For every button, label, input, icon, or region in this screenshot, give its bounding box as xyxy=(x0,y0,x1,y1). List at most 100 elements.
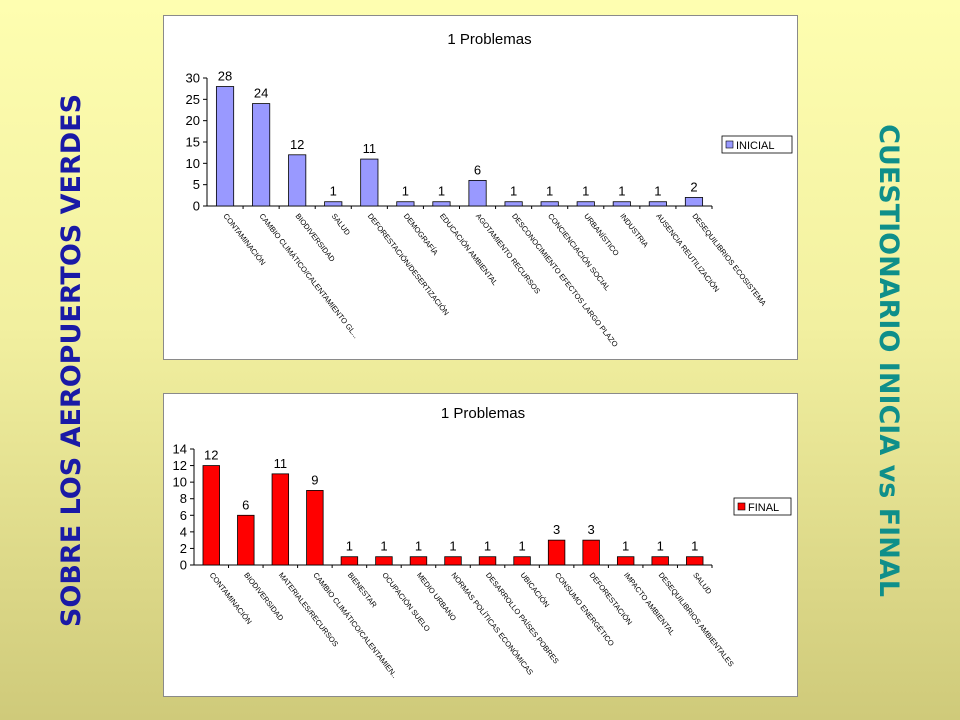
bar xyxy=(306,490,324,566)
y-tick-label: 10 xyxy=(186,156,200,171)
y-tick-label: 30 xyxy=(186,71,200,86)
right-vertical-title: CUESTIONARIO INICIA vs FINAL xyxy=(858,0,918,720)
bar-value-label: 28 xyxy=(218,69,232,84)
y-tick-label: 20 xyxy=(186,113,200,128)
y-tick-label: 6 xyxy=(180,508,187,523)
bar-value-label: 24 xyxy=(254,86,268,101)
bar-value-label: 1 xyxy=(654,184,661,199)
bar xyxy=(686,556,704,566)
bar-value-label: 12 xyxy=(204,448,218,463)
left-title-text: SOBRE LOS AEROPUERTOS VERDES xyxy=(56,93,88,627)
x-category-label: MATERIALES/RECURSOS xyxy=(277,571,340,649)
x-category-label: DESARROLLO PAÍSES POBRES xyxy=(484,571,561,666)
y-tick-label: 12 xyxy=(173,458,187,473)
x-category-label: BIENESTAR xyxy=(346,571,379,610)
bar xyxy=(409,556,428,566)
bar-value-label: 3 xyxy=(588,522,595,537)
y-tick-label: 0 xyxy=(193,199,200,214)
bar xyxy=(616,556,635,566)
y-tick-label: 25 xyxy=(186,92,200,107)
bar-value-label: 3 xyxy=(553,522,560,537)
bar xyxy=(252,103,271,207)
bar xyxy=(215,86,235,207)
bar-value-label: 1 xyxy=(622,539,629,554)
bar xyxy=(288,154,307,207)
bar-value-label: 1 xyxy=(484,539,491,554)
bar-value-label: 1 xyxy=(449,539,456,554)
bar xyxy=(432,201,451,207)
bar xyxy=(648,201,667,207)
bar xyxy=(513,556,531,566)
x-category-label: SALUD xyxy=(330,212,353,238)
bar-value-label: 1 xyxy=(415,539,422,554)
left-vertical-title: SOBRE LOS AEROPUERTOS VERDES xyxy=(42,0,102,720)
y-tick-label: 0 xyxy=(180,558,187,573)
bar xyxy=(324,201,343,207)
y-tick-label: 4 xyxy=(180,524,187,539)
bar xyxy=(576,201,595,207)
bar-value-label: 11 xyxy=(274,456,288,471)
y-tick-label: 15 xyxy=(186,135,200,150)
bar xyxy=(340,556,359,566)
bar xyxy=(237,514,255,566)
chart-title: 1 Problemas xyxy=(447,31,531,48)
bar xyxy=(360,158,379,207)
bar-value-label: 12 xyxy=(290,137,304,152)
bar xyxy=(468,179,487,207)
x-category-label: AGOTAMIENTO RECURSOS xyxy=(474,212,542,296)
x-category-label: INDUSTRIA xyxy=(618,212,650,249)
x-category-label: DESEQUILIBRIOS ECOSISTEMA xyxy=(690,212,768,308)
bar-value-label: 1 xyxy=(518,539,525,554)
bar-value-label: 1 xyxy=(380,539,387,554)
x-category-label: CONSUMO ENERGÉTICO xyxy=(553,571,616,648)
bar-value-label: 1 xyxy=(582,184,589,199)
legend-label: INICIAL xyxy=(736,140,775,152)
x-category-label: DEMOGRAFÍA xyxy=(402,212,440,257)
x-category-label: SALUD xyxy=(691,571,714,597)
legend-label: FINAL xyxy=(748,502,779,514)
bar-value-label: 6 xyxy=(474,162,481,177)
bar xyxy=(444,556,462,566)
bar xyxy=(375,556,393,566)
bar-value-label: 1 xyxy=(402,184,409,199)
x-category-label: CONCIENCIACIÓN SOCIAL xyxy=(546,212,612,293)
bar xyxy=(504,201,523,207)
bar xyxy=(540,201,559,207)
bar xyxy=(612,201,631,207)
y-tick-label: 2 xyxy=(180,541,187,556)
y-tick-label: 5 xyxy=(193,177,200,192)
chart-panel-inicial: 1 Problemas 0 5 10 15 20 25 30 28 CONTAMINACIÓN 24… xyxy=(163,15,798,360)
legend-swatch xyxy=(725,140,734,149)
bar-value-label: 6 xyxy=(242,497,249,512)
chart-panel-final: 1 Problemas 0 2 4 6 8 10 12 14 12 CONTAMINACIÓN 6 BI… xyxy=(163,393,798,697)
bar xyxy=(582,539,600,566)
bar xyxy=(547,539,566,566)
bar xyxy=(684,197,704,207)
legend-box xyxy=(733,497,792,516)
bar xyxy=(271,473,290,566)
x-category-label: URBANÍSTICO xyxy=(582,212,621,258)
legend-box xyxy=(721,135,793,154)
y-tick-label: 8 xyxy=(180,491,187,506)
bar-value-label: 1 xyxy=(346,539,353,554)
y-tick-label: 10 xyxy=(173,475,187,490)
bar xyxy=(478,556,497,566)
bar-value-label: 1 xyxy=(657,539,664,554)
bar xyxy=(651,556,669,566)
bar-value-label: 1 xyxy=(438,184,445,199)
x-category-label: AUSENCIA REUTILIZACIÓN xyxy=(654,212,721,294)
bar-value-label: 9 xyxy=(311,472,318,487)
chart-title: 1 Problemas xyxy=(441,405,525,422)
bar-value-label: 1 xyxy=(510,184,517,199)
x-category-label: DEFORESTACIÓN/DESERTIZACIÓN xyxy=(366,212,451,317)
bar-value-label: 1 xyxy=(618,184,625,199)
bar-value-label: 1 xyxy=(330,184,337,199)
legend-swatch xyxy=(737,502,746,511)
bar xyxy=(396,201,415,207)
bar-value-label: 1 xyxy=(691,539,698,554)
bar-value-label: 2 xyxy=(690,179,697,194)
bar-value-label: 11 xyxy=(363,141,377,156)
right-title-text: CUESTIONARIO INICIA vs FINAL xyxy=(872,123,904,597)
